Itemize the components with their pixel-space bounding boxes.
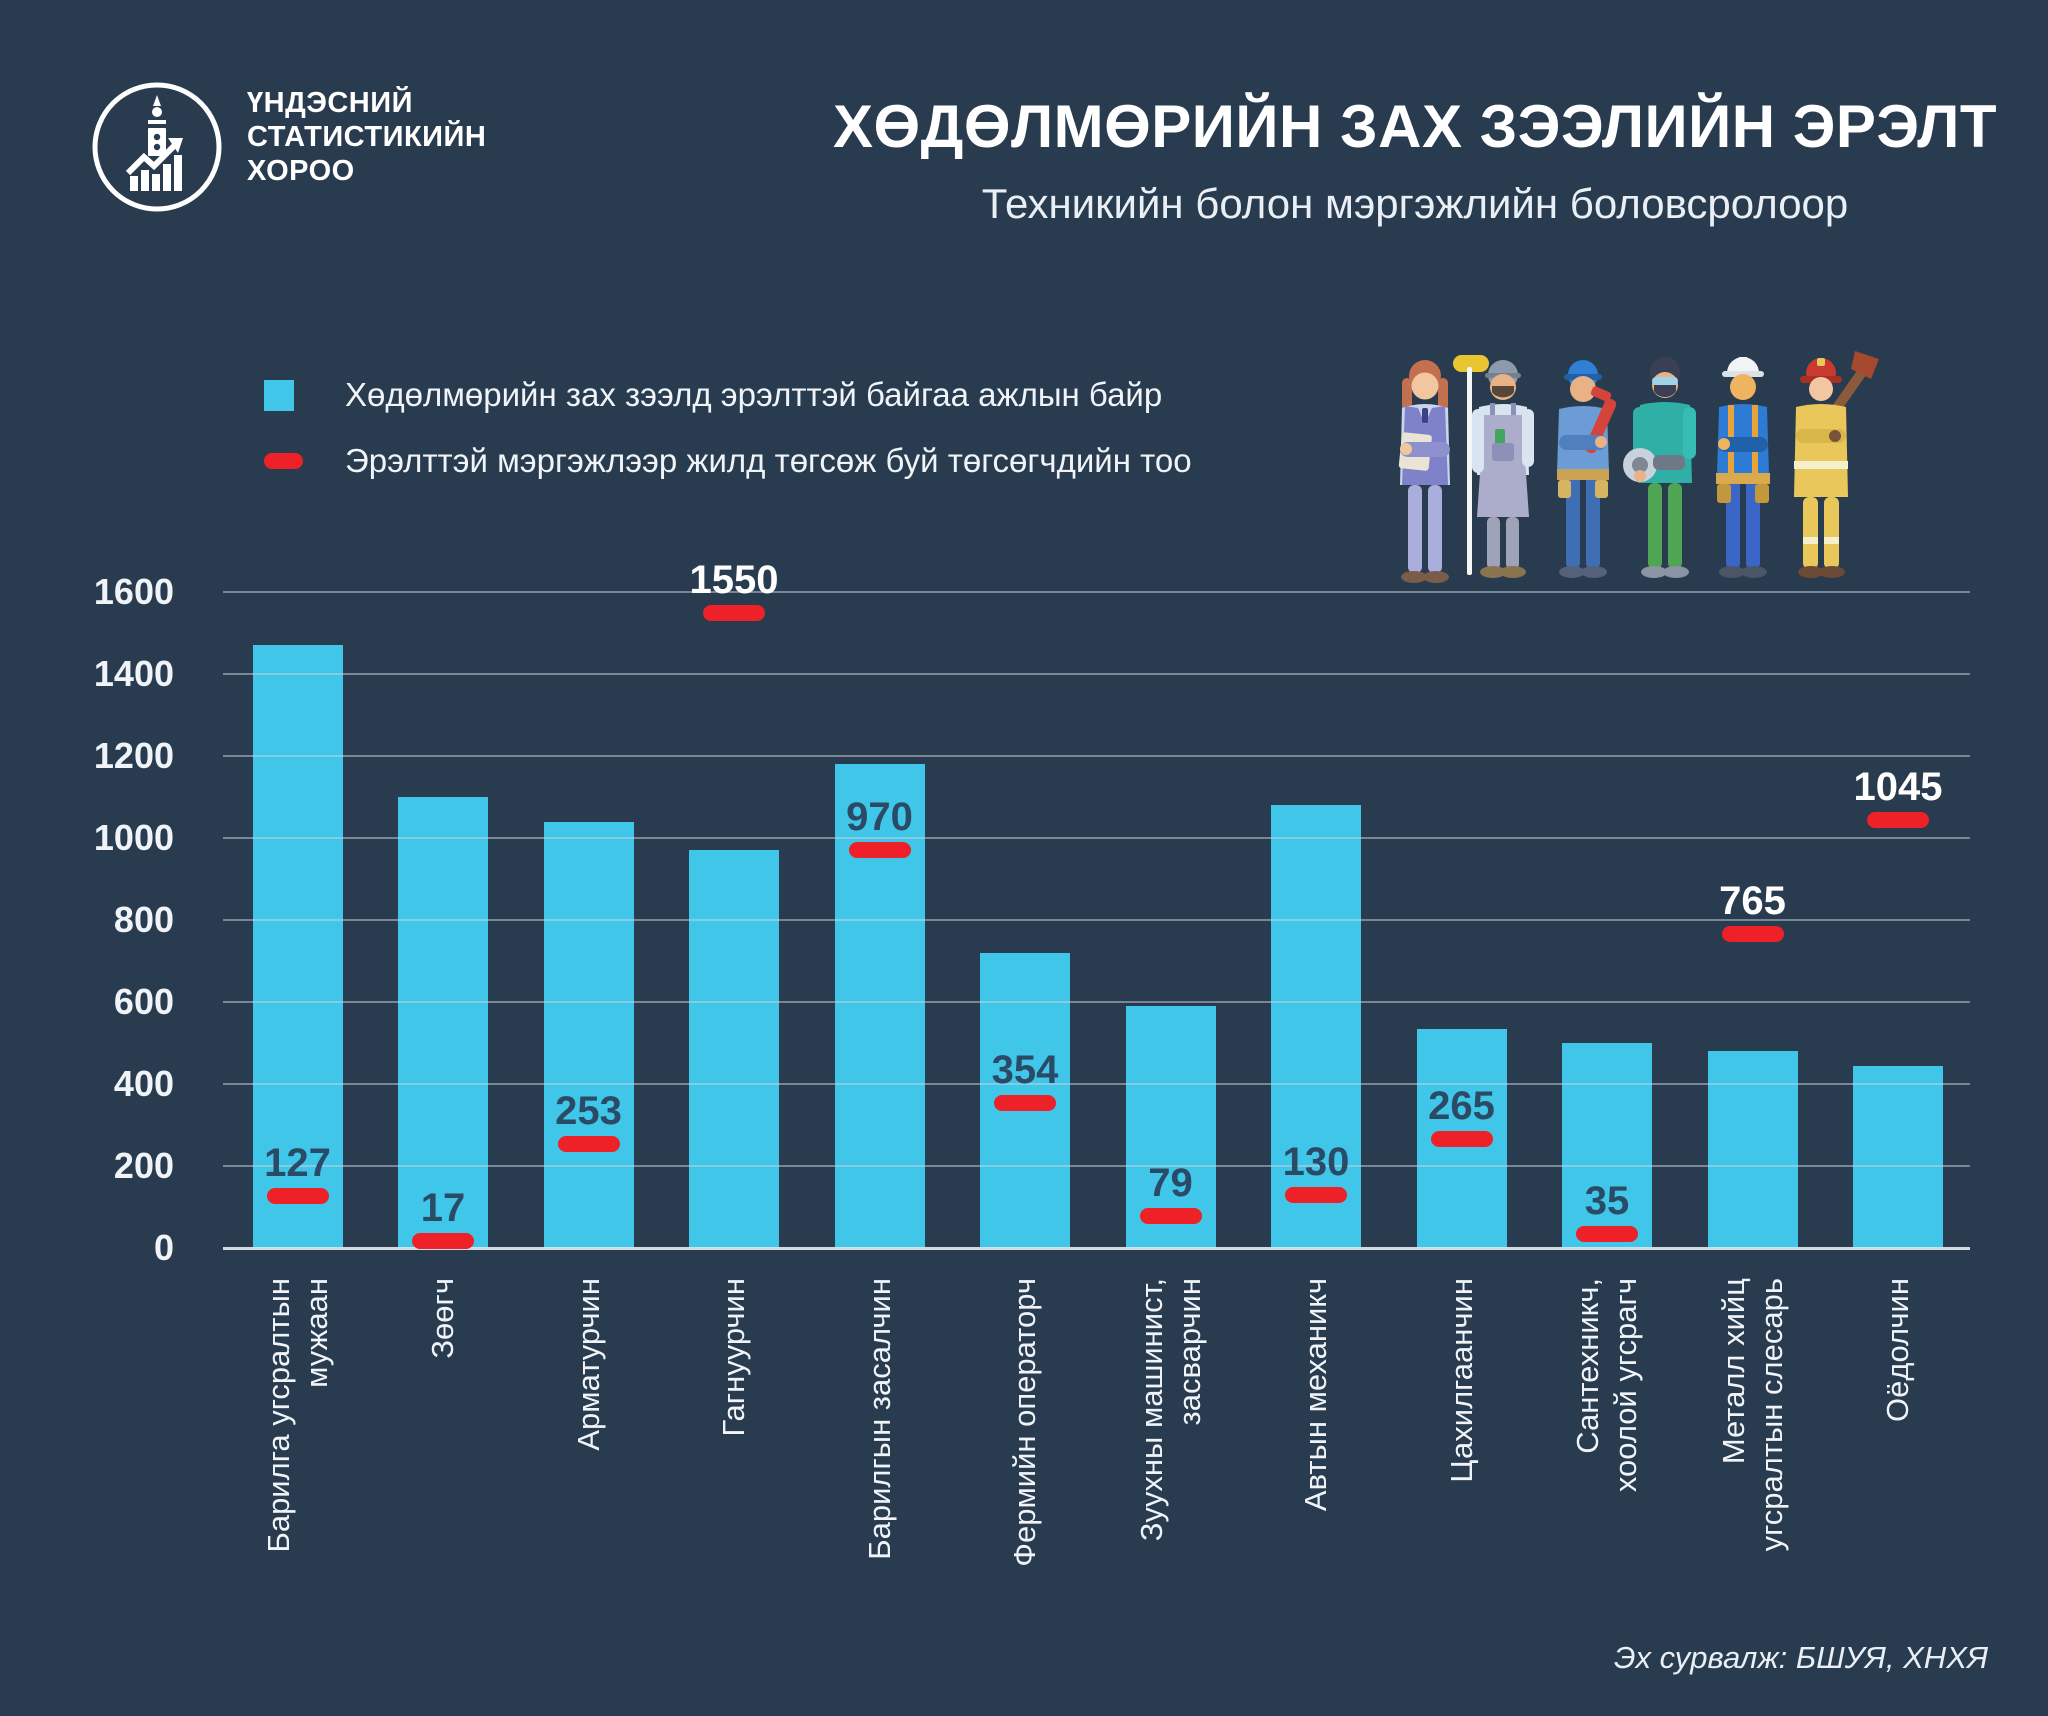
legend-bar-swatch-icon (264, 379, 294, 411)
value-label: 1045 (1853, 764, 1943, 809)
value-label: 79 (1148, 1160, 1193, 1205)
grid-line (223, 837, 1970, 839)
grid-line (223, 673, 1970, 675)
value-label: 1550 (689, 557, 779, 602)
legend-dash-swatch-icon (264, 453, 303, 469)
legend-item-graduates: Эрэлттэй мэргэжлээр жилд төгсөж буй төгс… (264, 438, 1192, 484)
x-axis-category-label: Арматурчин (570, 1278, 606, 1451)
y-axis-tick-label: 0 (153, 1227, 174, 1268)
y-axis-tick-label: 800 (113, 899, 174, 940)
graduates-marker (1867, 811, 1929, 828)
bar (398, 797, 488, 1248)
y-axis-tick-label: 1600 (93, 571, 174, 612)
x-axis-category-label: Металл хийц угсралтын слесарь (1715, 1278, 1789, 1552)
x-axis-category-label: Оёдолчин (1880, 1278, 1915, 1422)
bar (543, 821, 634, 1248)
graduates-marker (1285, 1186, 1347, 1203)
y-axis-tick-label: 1400 (93, 653, 174, 694)
grid-line (223, 1001, 1970, 1003)
x-axis-category-label: Гагнуурчин (716, 1278, 751, 1437)
workers-illustration (1398, 351, 1879, 583)
page-subtitle: Техникийн болон мэргэжлийн боловсролоор (981, 180, 1849, 227)
bar (1271, 805, 1361, 1248)
bar (252, 645, 343, 1248)
y-axis-tick-label: 400 (113, 1063, 174, 1104)
bar (689, 850, 779, 1248)
graduates-marker (1430, 1131, 1493, 1148)
grid-line (223, 919, 1970, 921)
worker-supervisor-icon (1398, 360, 1450, 583)
graduates-marker (1139, 1207, 1202, 1224)
grid-line (223, 755, 1970, 757)
x-axis-category-label: Барилгын засалчин (861, 1278, 897, 1560)
worker-grinder-icon (1623, 357, 1696, 578)
x-axis-category-label: Зуухны машинист, засварчин (1133, 1278, 1207, 1542)
value-label: 354 (991, 1047, 1059, 1092)
bar (1853, 1065, 1943, 1248)
nso-logo (92, 82, 222, 212)
legend-item-jobs: Хөдөлмөрийн зах зээлд эрэлттэй байгаа аж… (264, 372, 1162, 418)
x-axis-category-label: Зөөгч (425, 1278, 460, 1359)
y-axis-tick-label: 200 (113, 1145, 174, 1186)
graduates-marker (1721, 926, 1784, 943)
grid-line (223, 591, 1970, 593)
legend-label-jobs: Хөдөлмөрийн зах зээлд эрэлттэй байгаа аж… (345, 376, 1163, 413)
value-label: 970 (846, 795, 913, 840)
legend-label-graduates: Эрэлттэй мэргэжлээр жилд төгсөж буй төгс… (345, 442, 1192, 479)
value-label: 17 (420, 1186, 466, 1231)
source-note: Эх сурвалж: БШУЯ, ХНХЯ (1613, 1640, 1988, 1675)
value-label: 130 (1282, 1139, 1350, 1184)
x-axis-category-label: Сантехникч, хоолой угсрагч (1570, 1278, 1643, 1493)
graduates-marker (266, 1187, 329, 1204)
bar (1562, 1043, 1652, 1248)
worker-builder-icon (1716, 357, 1770, 578)
grid-line (223, 1165, 1970, 1167)
soyombo-icon (148, 95, 166, 156)
worker-plumber-icon (1557, 360, 1617, 578)
value-label: 253 (555, 1089, 622, 1134)
bar (1707, 1051, 1798, 1248)
graduates-marker (848, 842, 911, 859)
logo-circle (92, 82, 222, 212)
graduates-marker (703, 604, 765, 621)
graduates-marker (994, 1094, 1056, 1111)
x-axis-category-label: Фермийн операторч (1007, 1278, 1042, 1567)
graduates-marker (412, 1233, 474, 1250)
x-axis-category-label: Цахилгаанчин (1443, 1278, 1479, 1483)
worker-painter-icon (1453, 355, 1534, 578)
org-name: ҮНДЭСНИЙ СТАТИСТИКИЙН ХОРОО (247, 87, 487, 187)
value-label: 127 (264, 1140, 331, 1185)
x-axis-category-label: Барилга угсралтын мужаан (260, 1278, 334, 1553)
page-title: ХӨДӨЛМӨРИЙН ЗАХ ЗЭЭЛИЙН ЭРЭЛТ (832, 93, 1998, 160)
logo-chart-icon (125, 138, 183, 191)
worker-firefighter-icon (1794, 351, 1879, 578)
value-label: 765 (1719, 879, 1786, 924)
y-axis-tick-label: 600 (113, 981, 174, 1022)
value-label: 265 (1428, 1084, 1495, 1129)
value-label: 35 (1584, 1178, 1630, 1223)
graduates-marker (557, 1136, 620, 1153)
grid-line (223, 1083, 1970, 1085)
y-axis-tick-label: 1000 (93, 817, 174, 858)
x-axis-category-label: Автын механикч (1298, 1278, 1333, 1512)
x-axis-line (223, 1247, 1970, 1250)
graduates-marker (1576, 1225, 1638, 1242)
y-axis-tick-label: 1200 (93, 735, 174, 776)
